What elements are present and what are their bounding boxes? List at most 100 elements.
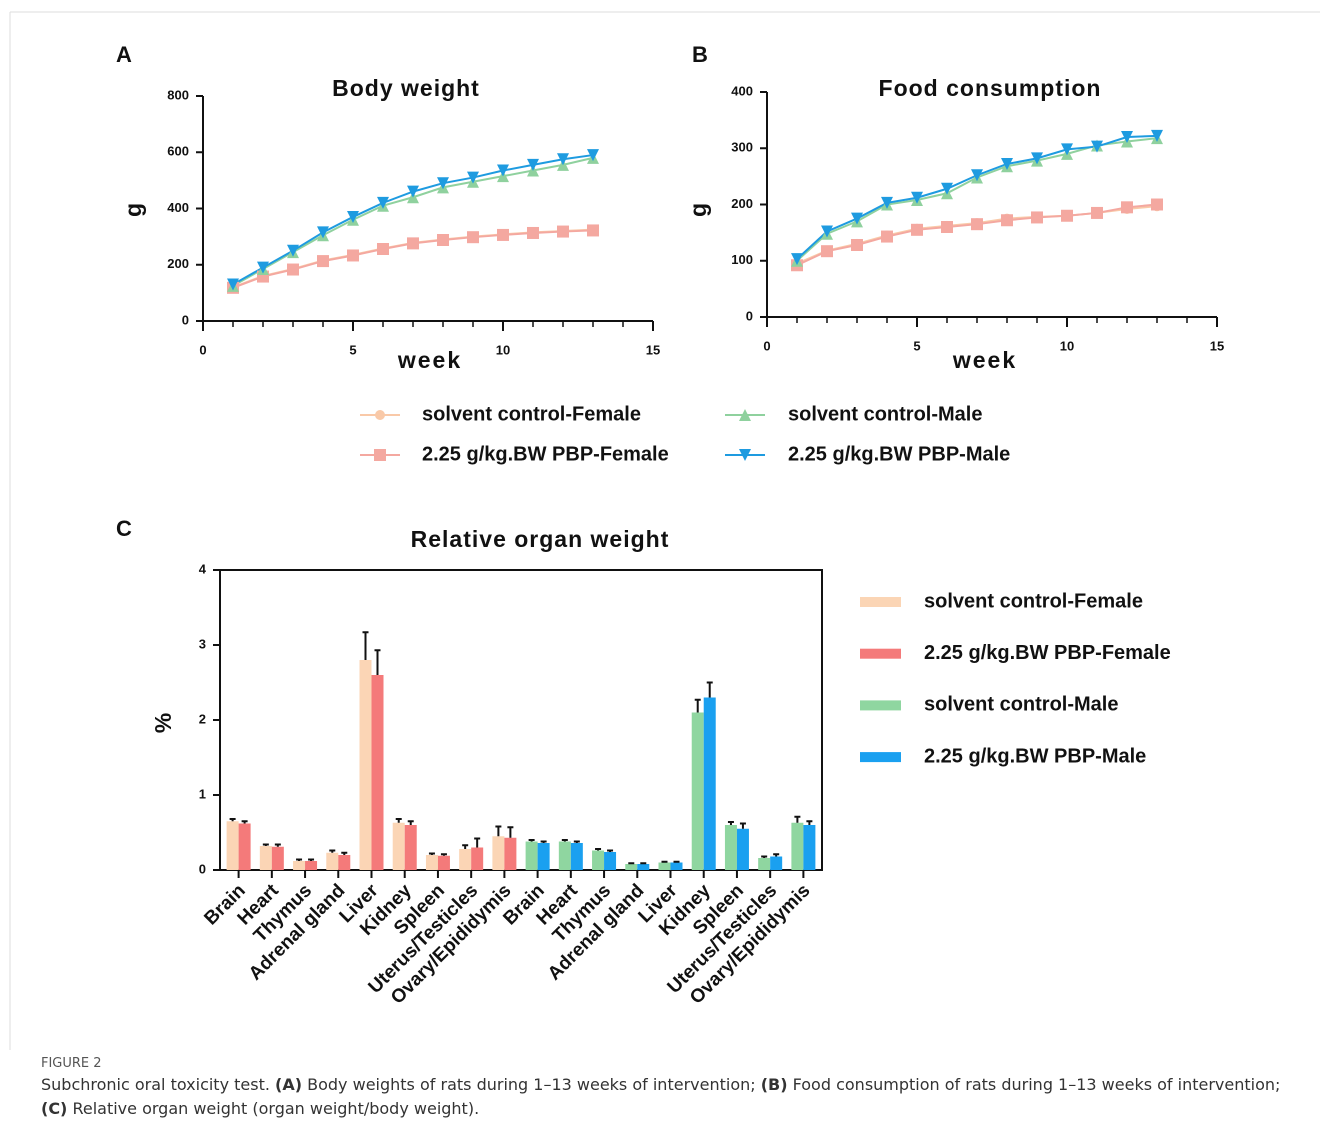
marker <box>1091 206 1103 219</box>
caption-run: (C) <box>41 1099 68 1118</box>
y-tick-label: 200 <box>167 256 189 271</box>
bar <box>537 843 550 870</box>
bar <box>425 855 438 870</box>
marker <box>1151 129 1163 142</box>
error-bar <box>528 839 535 842</box>
marker <box>377 243 389 255</box>
bar <box>404 825 417 870</box>
marker <box>557 225 569 238</box>
bar <box>392 822 405 870</box>
error-bar <box>428 852 435 855</box>
error-bar <box>694 698 701 713</box>
marker <box>467 171 479 184</box>
error-bar <box>241 820 248 824</box>
error-bar <box>595 848 602 851</box>
error-bar <box>440 853 447 856</box>
x-tick-label: 0 <box>199 342 206 357</box>
legend-label: 2.25 g/kg.BW PBP-Female <box>422 443 669 465</box>
marker <box>881 196 893 209</box>
marker <box>587 224 599 237</box>
bar <box>259 846 272 870</box>
y-tick-label: 0 <box>199 861 206 876</box>
x-tick-label: 15 <box>1210 338 1224 353</box>
error-bar <box>727 821 734 825</box>
panel-label: A <box>116 42 132 67</box>
marker <box>739 449 751 461</box>
marker <box>557 153 569 166</box>
marker <box>791 253 803 266</box>
legend-label: 2.25 g/kg.BW PBP-Male <box>924 745 1146 767</box>
marker <box>1001 214 1013 227</box>
error-bar <box>628 862 635 865</box>
error-bar <box>794 815 801 823</box>
y-tick-label: 400 <box>167 200 189 215</box>
legend-label: solvent control-Female <box>422 403 641 425</box>
y-axis-label: g <box>685 203 711 217</box>
y-tick-label: 2 <box>199 711 206 726</box>
error-bar <box>673 860 680 863</box>
error-bar <box>296 858 303 861</box>
error-bar <box>661 860 668 863</box>
bar <box>736 828 749 870</box>
x-tick-label: 10 <box>496 342 510 357</box>
bar <box>238 823 251 870</box>
y-axis-label: % <box>150 713 176 733</box>
error-bar <box>474 837 481 848</box>
bar <box>338 855 351 870</box>
bar <box>437 855 450 870</box>
marker <box>911 191 923 204</box>
marker <box>1121 201 1133 214</box>
y-axis-label: g <box>120 203 146 217</box>
bar <box>625 864 638 870</box>
error-bar <box>561 839 568 842</box>
legend-label: solvent control-Male <box>788 403 982 425</box>
marker <box>257 261 269 274</box>
marker <box>821 225 833 238</box>
y-tick-label: 4 <box>199 561 207 576</box>
caption-run: Food consumption of rats during 1–13 wee… <box>787 1075 1281 1094</box>
bar <box>570 843 583 870</box>
marker <box>821 245 833 258</box>
marker <box>375 410 385 420</box>
error-bar <box>640 862 647 865</box>
bar <box>293 861 306 870</box>
marker <box>347 249 359 262</box>
x-axis-label: week <box>397 347 462 373</box>
marker <box>1121 131 1133 143</box>
bar <box>525 841 538 870</box>
y-tick-label: 0 <box>182 312 189 327</box>
y-tick-label: 200 <box>731 196 753 211</box>
marker <box>317 226 329 239</box>
x-tick-label: 10 <box>1060 338 1074 353</box>
error-bar <box>739 822 746 829</box>
marker <box>317 255 329 268</box>
y-tick-label: 600 <box>167 144 189 159</box>
marker <box>941 182 953 195</box>
bar <box>703 697 716 870</box>
error-bar <box>462 844 469 849</box>
error-bar <box>374 649 381 675</box>
y-tick-label: 300 <box>731 140 753 155</box>
bar <box>305 861 318 870</box>
x-tick-label: 5 <box>913 338 920 353</box>
bar <box>670 862 683 870</box>
marker <box>377 196 389 209</box>
error-bar <box>573 840 580 843</box>
chart-title: Food consumption <box>879 75 1102 101</box>
error-bar <box>607 849 614 852</box>
bar <box>724 825 737 870</box>
marker <box>1031 211 1043 224</box>
error-bar <box>806 820 813 825</box>
caption-text: Subchronic oral toxicity test. (A) Body … <box>41 1073 1291 1121</box>
bar <box>492 836 505 870</box>
marker <box>467 231 479 244</box>
y-tick-label: 400 <box>731 83 753 98</box>
caption-run: Relative organ weight (organ weight/body… <box>67 1099 480 1118</box>
marker <box>347 210 359 223</box>
bar <box>359 660 372 870</box>
y-tick-label: 100 <box>731 252 753 267</box>
x-axis-label: week <box>952 347 1017 373</box>
bar <box>758 858 771 870</box>
error-bar <box>341 851 348 855</box>
